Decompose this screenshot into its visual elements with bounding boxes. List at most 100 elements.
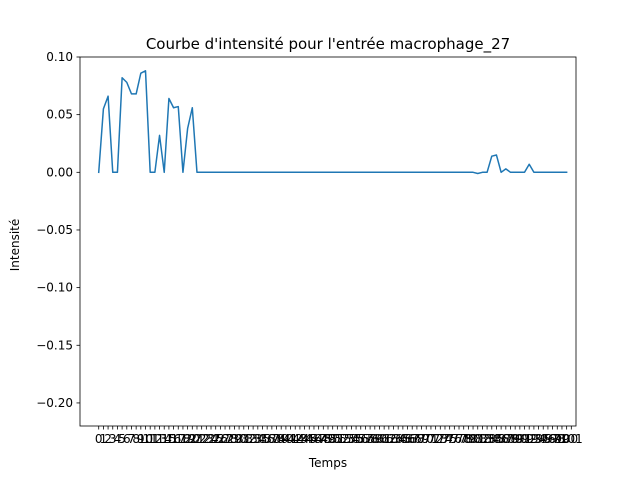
x-tick-label: 50	[325, 432, 340, 446]
x-tick-label: 58	[362, 432, 377, 446]
x-tick-label: 78	[456, 432, 471, 446]
series-layer	[97, 70, 568, 175]
x-tick-label: 26	[213, 432, 228, 446]
x-tick-label: 11	[143, 432, 158, 446]
x-tick-label: 98	[550, 432, 565, 446]
x-tick-label: 86	[493, 432, 508, 446]
plot-area	[79, 56, 577, 427]
x-axis-label: Temps	[308, 456, 347, 470]
x-tick-label: 71	[423, 432, 438, 446]
x-tick-label: 74	[437, 432, 452, 446]
x-tick-label: 92	[522, 432, 537, 446]
x-tick-label: 57	[358, 432, 373, 446]
x-tick-label: 31	[236, 432, 251, 446]
x-tick-label: 49	[320, 432, 335, 446]
x-tick-label: 96	[540, 432, 555, 446]
x-axis: 0123456789101112131415161718192021222324…	[95, 426, 583, 446]
x-tick-label: 10	[138, 432, 153, 446]
x-tick-label: 91	[517, 432, 532, 446]
x-tick-label: 56	[353, 432, 368, 446]
x-tick-label: 15	[161, 432, 176, 446]
y-axis-label: Intensité	[8, 219, 22, 272]
x-tick-label: 39	[274, 432, 289, 446]
x-tick-label: 6	[123, 432, 131, 446]
x-tick-label: 85	[489, 432, 504, 446]
x-tick-label: 13	[152, 432, 167, 446]
x-tick-label: 79	[461, 432, 476, 446]
plot-frame	[79, 56, 577, 427]
x-tick-label: 68	[409, 432, 424, 446]
x-tick-label: 80	[465, 432, 480, 446]
x-tick-label: 84	[484, 432, 499, 446]
x-tick-label: 59	[367, 432, 382, 446]
y-tick-label: −0.10	[36, 281, 73, 295]
x-tick-label: 81	[470, 432, 485, 446]
y-tick-label: −0.15	[36, 338, 73, 352]
x-tick-label: 19	[180, 432, 195, 446]
x-tick-label: 63	[386, 432, 401, 446]
x-tick-label: 48	[316, 432, 331, 446]
x-tick-label: 70	[419, 432, 434, 446]
x-tick-label: 65	[395, 432, 410, 446]
chart-title: Courbe d'intensité pour l'entrée macroph…	[146, 35, 510, 54]
x-tick-label: 89	[508, 432, 523, 446]
x-tick-label: 83	[479, 432, 494, 446]
x-tick-label: 0	[95, 432, 103, 446]
x-tick-label: 4	[114, 432, 122, 446]
y-axis: 0.10 0.05 0.00 −0.05 −0.10 −0.15 −0.20	[36, 50, 80, 410]
x-tick-label: 60	[372, 432, 387, 446]
x-tick-label: 25	[208, 432, 223, 446]
y-tick-label: −0.20	[36, 396, 73, 410]
x-tick-label: 64	[391, 432, 406, 446]
x-tick-label: 34	[250, 432, 265, 446]
x-tick-label: 32	[241, 432, 256, 446]
x-tick-label: 16	[166, 432, 181, 446]
x-tick-label: 95	[536, 432, 551, 446]
y-tick-label: 0.10	[46, 50, 73, 64]
x-tick-label: 41	[283, 432, 298, 446]
x-tick-label: 87	[498, 432, 513, 446]
x-tick-label: 94	[531, 432, 546, 446]
x-tick-label: 93	[526, 432, 541, 446]
x-tick-label: 18	[175, 432, 190, 446]
y-tick-label: −0.05	[36, 223, 73, 237]
x-tick-label: 43	[292, 432, 307, 446]
x-tick-label: 77	[451, 432, 466, 446]
x-tick-label: 35	[255, 432, 270, 446]
x-tick-label: 38	[269, 432, 284, 446]
x-tick-label: 3	[109, 432, 117, 446]
x-tick-label: 27	[217, 432, 232, 446]
x-tick-label: 40	[278, 432, 293, 446]
x-tick-label: 54	[344, 432, 359, 446]
x-tick-label: 73	[433, 432, 448, 446]
x-tick-label: 76	[447, 432, 462, 446]
x-tick-label: 66	[400, 432, 415, 446]
x-tick-label: 12	[147, 432, 162, 446]
x-tick-label: 21	[189, 432, 204, 446]
x-tick-label: 7	[128, 432, 136, 446]
x-tick-label: 45	[302, 432, 317, 446]
x-tick-label: 22	[194, 432, 209, 446]
x-tick-label: 23	[199, 432, 214, 446]
x-tick-label: 29	[227, 432, 242, 446]
x-tick-label: 52	[334, 432, 349, 446]
x-tick-label: 9	[137, 432, 145, 446]
x-tick-label: 30	[231, 432, 246, 446]
series-line-0	[97, 70, 568, 175]
x-tick-label: 17	[171, 432, 186, 446]
x-tick-label: 69	[414, 432, 429, 446]
x-tick-label: 44	[297, 432, 312, 446]
x-tick-label: 42	[288, 432, 303, 446]
x-tick-label: 1	[100, 432, 108, 446]
x-tick-label: 100	[555, 432, 578, 446]
x-tick-label: 46	[306, 432, 321, 446]
x-tick-label: 14	[157, 432, 172, 446]
x-tick-label: 97	[545, 432, 560, 446]
x-tick-label: 24	[203, 432, 218, 446]
x-tick-label: 67	[405, 432, 420, 446]
x-tick-label: 47	[311, 432, 326, 446]
x-tick-label: 8	[132, 432, 140, 446]
x-tick-label: 90	[512, 432, 527, 446]
y-tick-label: 0.00	[46, 165, 73, 179]
